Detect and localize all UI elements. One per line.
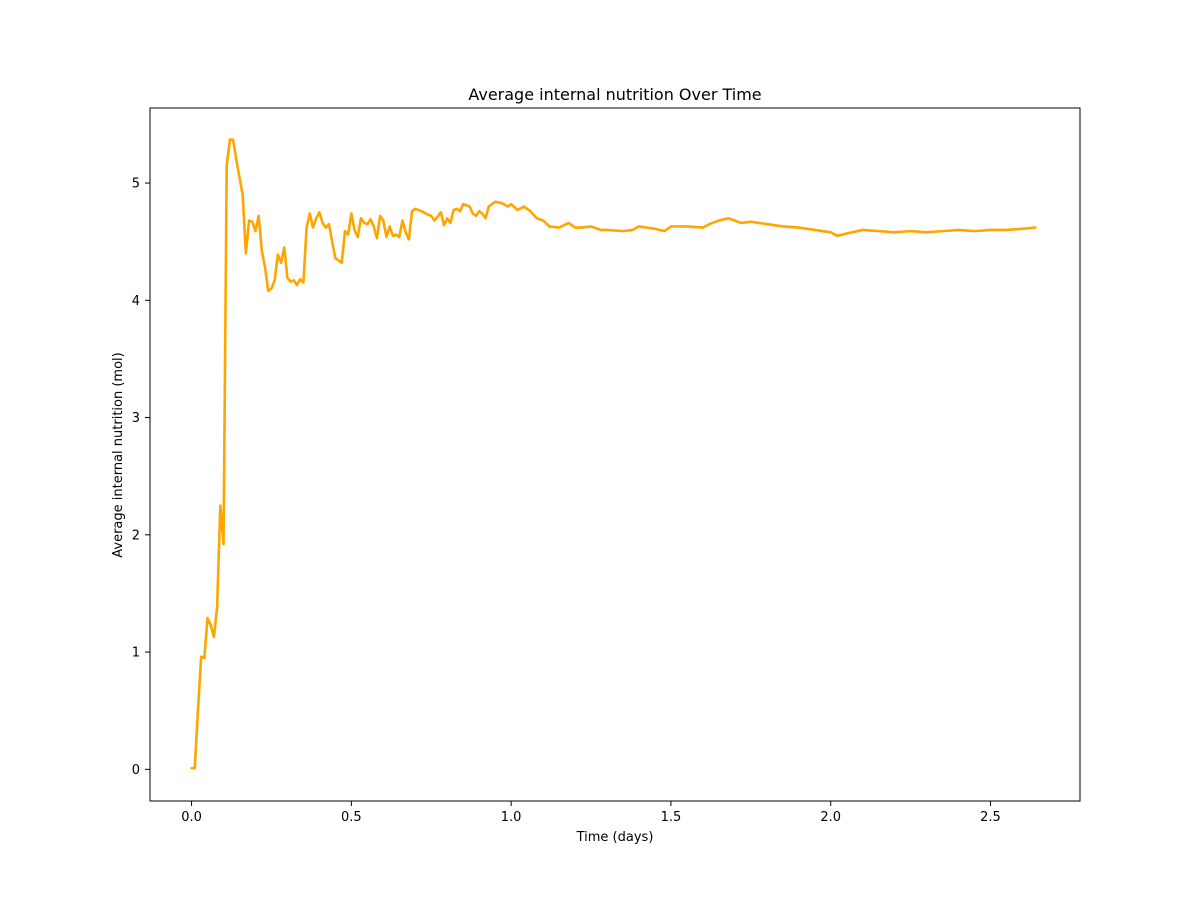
plot-area — [190, 138, 1037, 770]
y-tick-label: 5 — [132, 177, 140, 192]
x-axis: 0.0 0.5 1.0 1.5 2.0 2.5 — [181, 801, 1001, 825]
chart-title: Average internal nutrition Over Time — [468, 85, 761, 104]
y-axis: 0 1 2 3 4 5 — [132, 177, 150, 778]
x-tick-label: 2.0 — [820, 810, 841, 825]
x-axis-label: Time (days) — [576, 830, 654, 845]
x-tick-label: 2.5 — [980, 810, 1001, 825]
x-tick-label: 1.0 — [501, 810, 522, 825]
y-tick-label: 0 — [132, 763, 140, 778]
x-tick-label: 1.5 — [661, 810, 682, 825]
y-tick-label: 3 — [132, 411, 140, 426]
y-tick-label: 1 — [132, 646, 140, 661]
series-line-0 — [190, 138, 1037, 770]
axes-frame — [149, 107, 1081, 802]
y-tick-label: 4 — [132, 294, 140, 309]
x-tick-label: 0.0 — [181, 810, 202, 825]
y-tick-label: 2 — [132, 528, 140, 543]
x-tick-label: 0.5 — [341, 810, 362, 825]
y-axis-label: Average internal nutrition (mol) — [111, 352, 126, 557]
